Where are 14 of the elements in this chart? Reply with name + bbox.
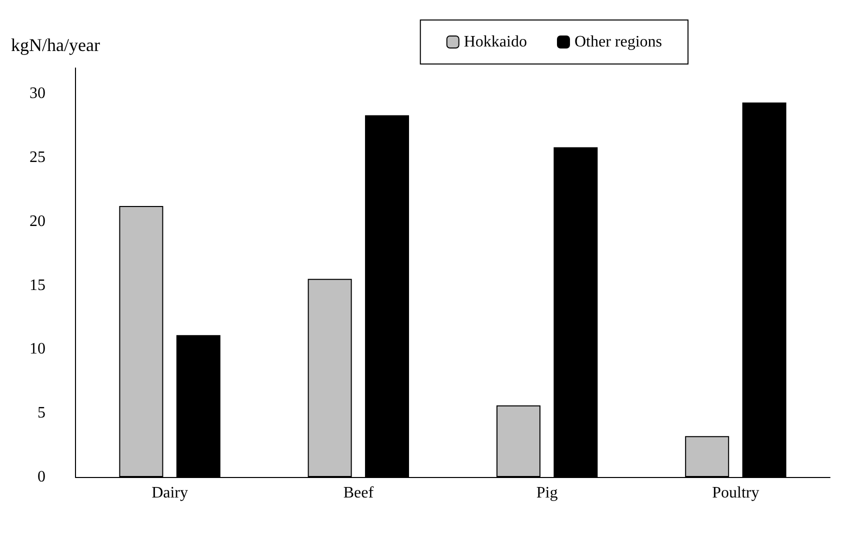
x-tick-label: Beef [343,484,374,502]
y-tick-label: 20 [29,212,46,230]
y-tick-label: 15 [29,276,46,294]
y-tick-label: 10 [29,340,46,358]
y-tick-label: 5 [37,404,46,422]
x-tick-label: Dairy [152,484,188,502]
x-tick-label: Poultry [712,484,760,502]
y-axis-title: kgN/ha/year [10,35,100,55]
y-tick-label: 25 [29,148,46,166]
legend-label: Other regions [574,34,662,50]
legend-label: Hokkaido [464,34,527,50]
x-tick-label: Pig [536,484,558,502]
y-tick-label: 0 [37,468,46,486]
y-tick-label: 30 [29,85,46,102]
